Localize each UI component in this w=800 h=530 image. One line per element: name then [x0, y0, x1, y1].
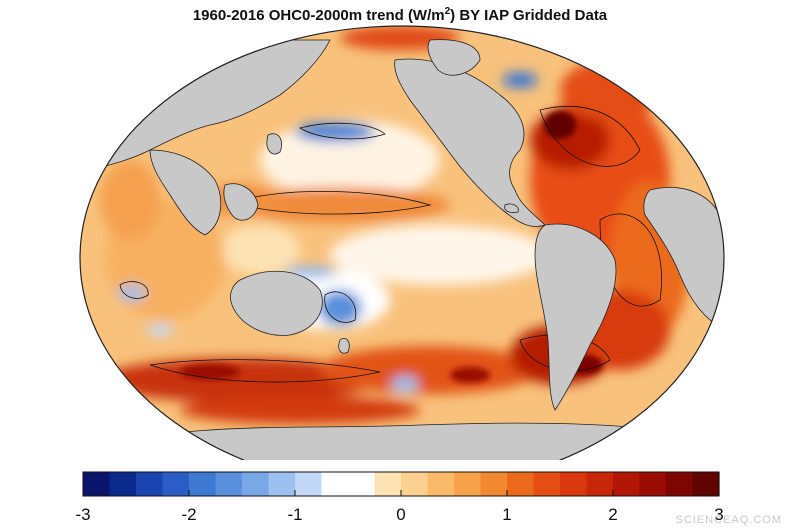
colorbar-cell: [586, 472, 614, 496]
colorbar-cell: [427, 472, 455, 496]
colorbar-tick-label: 1: [502, 505, 512, 524]
colorbar-cell: [401, 472, 429, 496]
new-zealand: [338, 337, 350, 354]
colorbar-tick-label: 3: [714, 505, 724, 524]
colorbar-cell: [136, 472, 164, 496]
colorbar-cell: [480, 472, 508, 496]
colorbar-cell: [666, 472, 694, 496]
colorbar-tick-label: 2: [608, 505, 618, 524]
watermark: SCIENCEAQ.COM: [675, 514, 782, 526]
colorbar-cell: [507, 472, 535, 496]
ocean-heat-map: [79, 25, 725, 460]
colorbar-cell: [374, 472, 402, 496]
colorbar-cell: [692, 472, 720, 496]
colorbar-cell: [162, 472, 190, 496]
colorbar-cell: [83, 472, 111, 496]
colorbar-cell: [321, 472, 349, 496]
colorbar-cell: [268, 472, 296, 496]
colorbar-tick-label: -3: [75, 505, 91, 524]
globe-outline: [79, 25, 725, 460]
greenland: [427, 39, 481, 76]
caribbean-islands: [504, 203, 519, 213]
colorbar-cell: [533, 472, 561, 496]
africa: [643, 187, 724, 331]
colorbar-cell: [454, 472, 482, 496]
colorbar-cell: [295, 472, 323, 496]
colorbar-cell: [348, 472, 376, 496]
colorbar-cell: [613, 472, 641, 496]
colorbar-cell: [560, 472, 588, 496]
colorbar-tick-label: -1: [287, 505, 303, 524]
colorbar-cell: [242, 472, 270, 496]
southeast-asia: [223, 183, 259, 221]
map-title: 1960-2016 OHC0-2000m trend (W/m2) BY IAP…: [192, 6, 608, 24]
contour-lines: [119, 106, 662, 383]
colorbar-cell: [109, 472, 137, 496]
south-asia: [149, 149, 222, 236]
australia: [230, 270, 323, 336]
japan: [266, 133, 283, 155]
colorbar-cell: [215, 472, 243, 496]
colorbar-tick-label: 0: [396, 505, 406, 524]
colorbar-tick-label: -2: [181, 505, 197, 524]
south-america: [534, 223, 617, 411]
colorbar-cell: [639, 472, 667, 496]
colorbar-cell: [189, 472, 217, 496]
